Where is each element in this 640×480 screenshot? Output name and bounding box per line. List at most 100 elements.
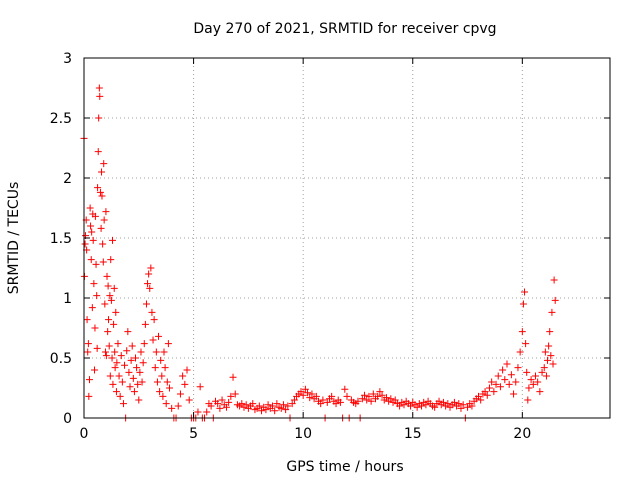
data-point — [282, 406, 290, 414]
data-point — [90, 280, 98, 288]
data-point — [249, 400, 257, 408]
data-point — [422, 401, 430, 409]
data-point — [505, 380, 513, 388]
data-point — [365, 392, 373, 400]
data-point — [503, 360, 511, 368]
x-tick-label: 20 — [513, 426, 531, 442]
x-tick-label: 15 — [404, 426, 422, 442]
data-point — [96, 188, 104, 196]
data-point — [262, 406, 270, 414]
data-point — [550, 276, 558, 284]
data-point — [95, 114, 103, 122]
data-point — [87, 256, 95, 264]
data-point — [157, 356, 165, 364]
data-point — [152, 348, 160, 356]
data-point — [400, 401, 408, 409]
data-points — [80, 84, 559, 422]
data-point — [151, 364, 159, 372]
data-point — [179, 372, 187, 380]
data-point — [123, 347, 131, 355]
y-tick-label: 2 — [63, 171, 72, 187]
data-point — [382, 394, 390, 402]
x-tick-labels: 0 5 10 15 20 — [80, 426, 532, 442]
data-point — [207, 402, 215, 410]
data-point — [148, 308, 156, 316]
data-point — [194, 408, 202, 416]
data-point — [145, 270, 153, 278]
data-point — [99, 240, 107, 248]
data-point — [91, 212, 99, 220]
data-point — [83, 316, 91, 324]
data-point — [101, 348, 109, 356]
data-point — [153, 378, 161, 386]
data-point — [112, 388, 120, 396]
data-point — [378, 391, 386, 399]
data-point — [116, 392, 124, 400]
data-point — [369, 390, 377, 398]
data-point — [499, 366, 507, 374]
data-point — [387, 395, 395, 403]
data-point — [94, 184, 102, 192]
data-point — [138, 378, 146, 386]
y-tick-label: 1.5 — [50, 231, 72, 247]
data-point — [519, 300, 527, 308]
data-point — [168, 404, 176, 412]
data-point — [521, 288, 529, 296]
data-point — [457, 404, 465, 412]
data-point — [549, 360, 557, 368]
data-point — [450, 398, 458, 406]
data-point — [439, 398, 447, 406]
data-point — [164, 340, 172, 348]
data-point — [516, 348, 524, 356]
data-point — [501, 376, 509, 384]
data-point — [523, 368, 531, 376]
data-point — [109, 380, 117, 388]
data-point — [255, 402, 263, 410]
data-point — [181, 380, 189, 388]
data-point — [130, 388, 138, 396]
data-point — [113, 359, 121, 367]
data-point — [483, 391, 491, 399]
y-tick-labels: 0 0.5 1 1.5 2 2.5 3 — [50, 51, 72, 427]
grid — [84, 58, 610, 418]
y-tick-label: 1 — [63, 291, 72, 307]
data-point — [308, 390, 316, 398]
data-point — [104, 328, 112, 336]
data-point — [132, 354, 140, 362]
data-point — [477, 396, 485, 404]
data-point — [496, 383, 504, 391]
data-point — [527, 376, 535, 384]
data-point — [273, 400, 281, 408]
data-point — [108, 354, 116, 362]
data-point — [88, 304, 96, 312]
data-point — [144, 280, 152, 288]
data-point — [96, 92, 104, 100]
data-point — [328, 392, 336, 400]
data-point — [475, 392, 482, 400]
data-point — [551, 296, 559, 304]
data-point — [126, 383, 134, 391]
data-point — [196, 383, 204, 391]
data-point — [341, 385, 349, 393]
data-point — [306, 394, 314, 402]
y-tick-label: 0 — [63, 411, 72, 427]
x-tick-label: 5 — [189, 426, 198, 442]
data-point — [534, 378, 542, 386]
data-point — [541, 348, 549, 356]
data-point — [538, 368, 546, 376]
data-point — [435, 397, 443, 405]
data-point — [529, 380, 537, 388]
y-tick-label: 0.5 — [50, 351, 72, 367]
data-point — [156, 388, 164, 396]
data-point — [95, 84, 103, 92]
data-point — [150, 316, 158, 324]
data-point — [88, 228, 96, 236]
data-point — [121, 361, 129, 369]
data-point — [159, 392, 167, 400]
data-point — [317, 400, 325, 408]
data-point — [118, 378, 126, 386]
data-point — [93, 344, 101, 352]
data-point — [367, 397, 375, 405]
data-point — [110, 284, 118, 292]
